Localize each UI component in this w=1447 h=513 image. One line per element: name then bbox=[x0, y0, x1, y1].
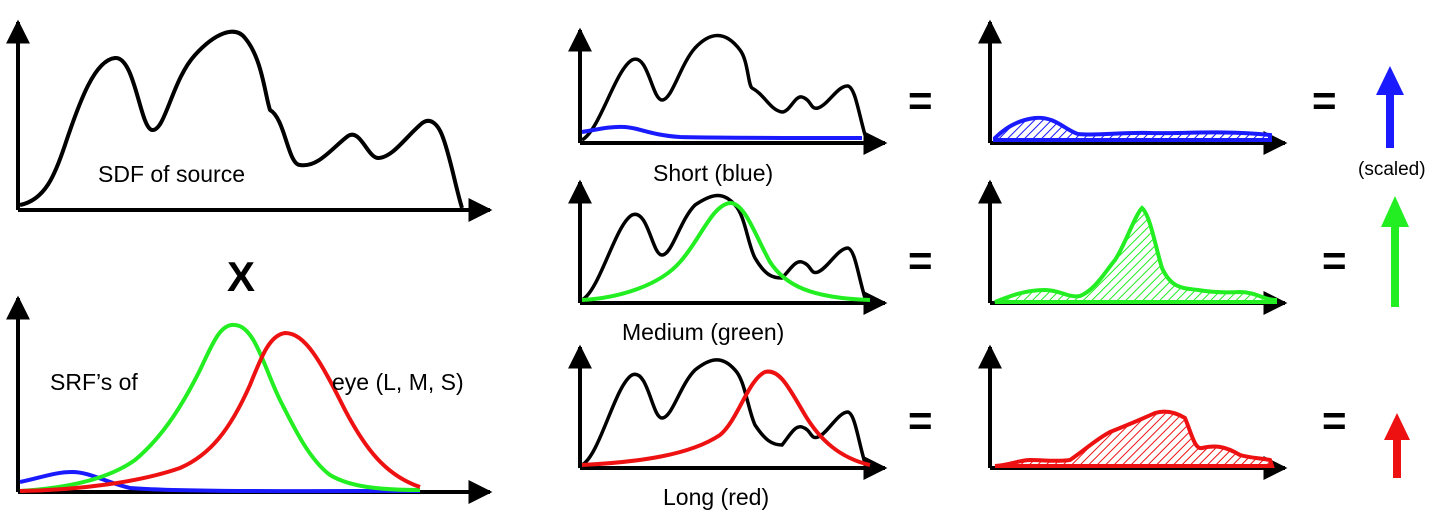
equals-sign-long-a: = bbox=[908, 397, 933, 444]
srf-green-curve bbox=[19, 322, 421, 493]
long-input-plot: Long (red) bbox=[568, 344, 888, 510]
scaled-label: (scaled) bbox=[1358, 159, 1426, 180]
medium-input-plot: Medium (green) bbox=[568, 179, 888, 345]
equals-sign-medium-a: = bbox=[908, 237, 933, 284]
short-sensitivity-curve bbox=[581, 124, 863, 140]
short-blue-label: Short (blue) bbox=[653, 160, 773, 186]
long-product-area bbox=[994, 409, 1275, 468]
eye-lms-label: eye (L, M, S) bbox=[332, 369, 464, 395]
sdf-of-source-label: SDF of source bbox=[98, 161, 245, 187]
equals-sign-long-b: = bbox=[1322, 397, 1347, 444]
medium-product-area bbox=[994, 205, 1277, 304]
medium-green-label: Medium (green) bbox=[622, 319, 784, 345]
equals-sign-short-a: = bbox=[908, 77, 933, 124]
long-response-arrow bbox=[1384, 413, 1410, 478]
srf-of-label: SRF’s of bbox=[50, 369, 138, 395]
srf-eye-plot: SRF’s of eye (L, M, S) bbox=[5, 295, 493, 504]
multiply-symbol: X bbox=[227, 253, 255, 300]
srf-red-curve bbox=[19, 330, 421, 493]
short-product-area bbox=[993, 115, 1272, 142]
short-input-plot: Short (blue) bbox=[568, 27, 888, 186]
srf-blue-curve bbox=[19, 469, 421, 494]
long-sdf-curve bbox=[580, 358, 867, 467]
equals-sign-short-b: = bbox=[1312, 77, 1337, 124]
long-red-label: Long (red) bbox=[663, 484, 769, 510]
short-product-plot bbox=[978, 19, 1288, 155]
short-sdf-curve bbox=[580, 33, 867, 142]
long-sensitivity-curve bbox=[581, 369, 871, 467]
long-product-plot bbox=[978, 344, 1288, 480]
sdf-source-plot: SDF of source bbox=[5, 19, 493, 222]
short-response-arrow bbox=[1376, 66, 1404, 148]
medium-sdf-curve bbox=[580, 193, 867, 302]
medium-sensitivity-curve bbox=[581, 200, 871, 302]
medium-response-arrow bbox=[1381, 196, 1409, 307]
medium-product-plot bbox=[978, 179, 1288, 315]
sdf-curve bbox=[19, 29, 464, 209]
equals-sign-medium-b: = bbox=[1322, 237, 1347, 284]
